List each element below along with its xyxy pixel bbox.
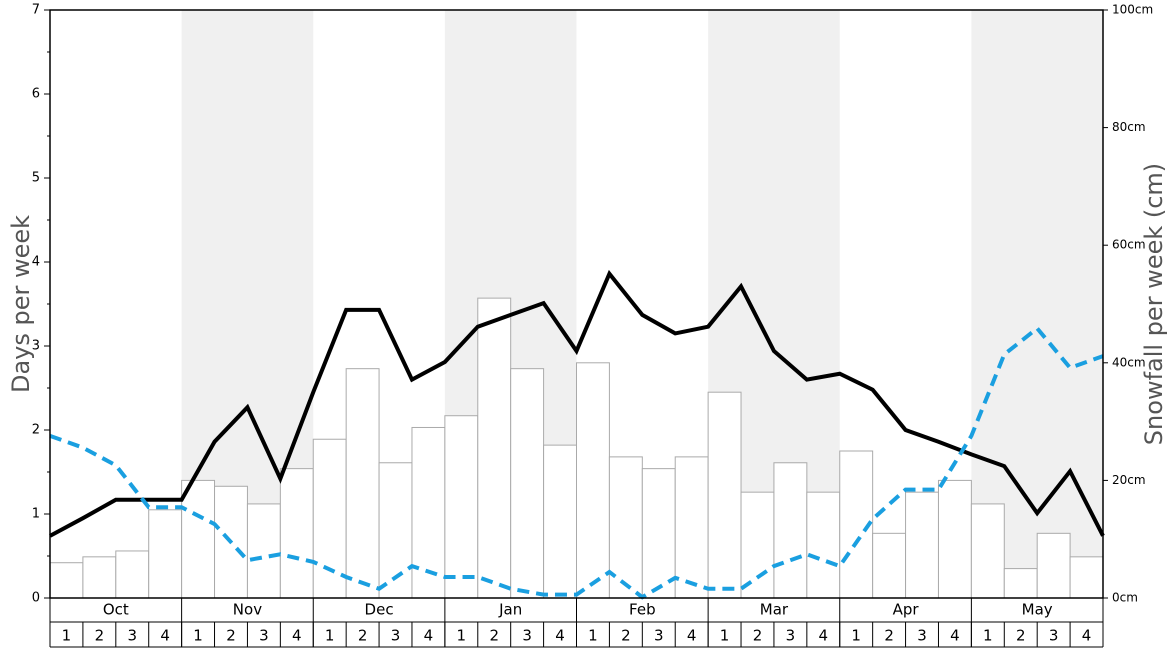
week-label: 1 [62, 627, 72, 645]
bar [674, 456, 709, 599]
bar [740, 491, 775, 599]
bar [444, 415, 479, 599]
y-tick-label: 7 [32, 3, 40, 18]
week-label: 2 [753, 627, 763, 645]
month-label: Mar [760, 601, 789, 619]
y2-axis-label: Snowfall per week (cm) [1140, 163, 1168, 445]
y-tick-label: 2 [32, 423, 40, 438]
y-tick-label: 6 [32, 87, 40, 102]
week-label: 1 [457, 627, 467, 645]
week-label: 2 [1016, 627, 1026, 645]
month-label: Jan [498, 601, 522, 619]
bar [905, 491, 939, 599]
month-label: Apr [893, 601, 920, 619]
week-label: 1 [983, 627, 993, 645]
week-label: 4 [555, 627, 565, 645]
month-label: Dec [365, 601, 394, 619]
week-label: 2 [621, 627, 631, 645]
y2-tick-label: 80cm [1112, 120, 1146, 134]
month-label: Oct [103, 601, 129, 619]
week-label: 2 [489, 627, 499, 645]
week-label: 1 [325, 627, 335, 645]
week-label: 2 [226, 627, 236, 645]
week-label: 3 [259, 627, 269, 645]
week-label: 1 [588, 627, 598, 645]
y-tick-label: 4 [32, 255, 40, 270]
bar [707, 391, 742, 599]
week-label: 3 [391, 627, 401, 645]
week-label: 1 [193, 627, 203, 645]
week-label: 4 [160, 627, 170, 645]
bar [1003, 568, 1038, 599]
y-tick-label: 5 [32, 171, 40, 186]
y-axis-label: Days per week [7, 215, 35, 393]
week-label: 3 [917, 627, 927, 645]
y2-tick-label: 0cm [1112, 591, 1138, 605]
bar [806, 491, 841, 599]
y-tick-label: 1 [32, 507, 40, 522]
week-label: 2 [358, 627, 368, 645]
week-label: 3 [127, 627, 137, 645]
bar [1069, 556, 1104, 599]
bar [872, 532, 907, 599]
bar [970, 503, 1005, 599]
month-label: Nov [233, 601, 262, 619]
bar [543, 444, 577, 599]
week-label: 1 [720, 627, 730, 645]
month-label: May [1022, 601, 1053, 619]
week-label: 4 [687, 627, 697, 645]
bar [181, 479, 216, 599]
week-label: 4 [950, 627, 960, 645]
week-label: 2 [884, 627, 894, 645]
bar [148, 509, 183, 599]
y2-tick-label: 60cm [1112, 238, 1146, 252]
line-series [49, 269, 1105, 538]
bar [937, 479, 972, 599]
week-label: 3 [522, 627, 532, 645]
y2-tick-label: 40cm [1112, 355, 1146, 369]
week-label: 3 [786, 627, 796, 645]
week-label: 1 [851, 627, 861, 645]
line-series [49, 325, 1104, 600]
week-label: 4 [819, 627, 829, 645]
bar [279, 468, 314, 599]
bar [773, 462, 808, 599]
bar [49, 562, 84, 599]
y2-tick-label: 100cm [1112, 3, 1153, 17]
y-tick-label: 3 [32, 339, 40, 354]
week-label: 4 [1082, 627, 1092, 645]
bar [345, 368, 380, 599]
bar [246, 503, 281, 599]
week-label: 3 [1049, 627, 1059, 645]
bar [477, 297, 512, 599]
bar [510, 368, 545, 599]
month-band [971, 10, 1103, 598]
bar [115, 550, 150, 599]
week-label: 2 [95, 627, 105, 645]
bar [1036, 532, 1071, 599]
month-label: Feb [629, 601, 656, 619]
y2-tick-label: 20cm [1112, 473, 1146, 487]
bar [576, 362, 610, 599]
bar [82, 556, 117, 599]
week-label: 3 [654, 627, 664, 645]
week-label: 4 [292, 627, 302, 645]
week-label: 4 [424, 627, 434, 645]
y-tick-label: 0 [32, 591, 40, 606]
